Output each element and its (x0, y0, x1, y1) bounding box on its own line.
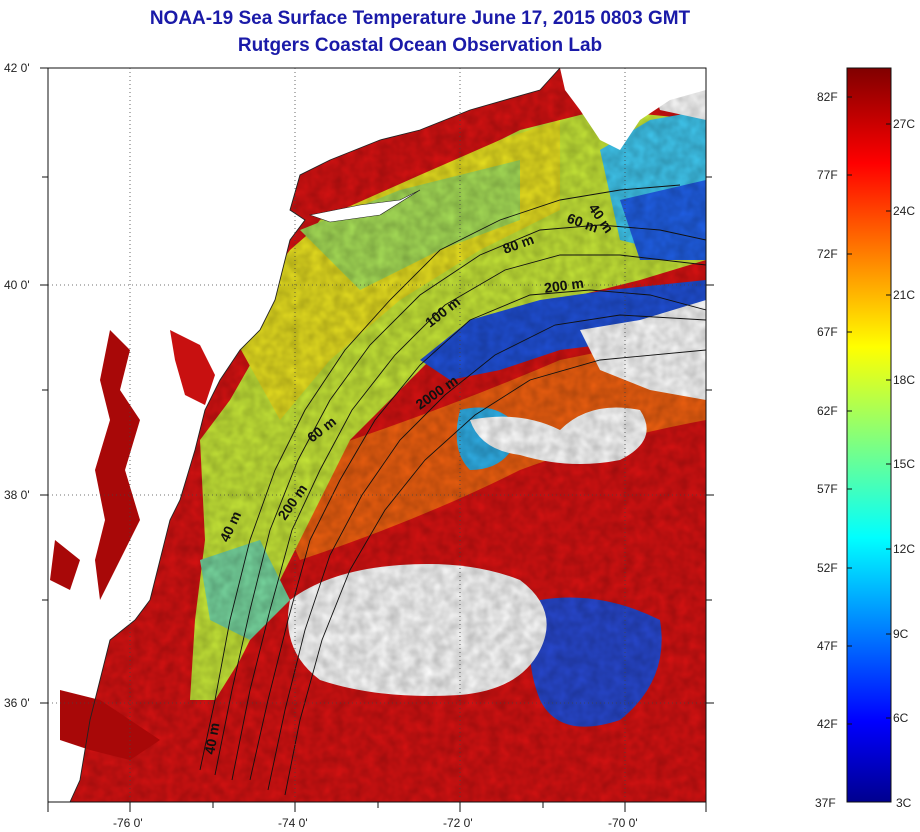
colorbar-f-label: 57F (817, 482, 838, 496)
colorbar-c-label: 12C (893, 542, 916, 556)
colorbar-f-label: 77F (817, 168, 838, 182)
colorbar-c-label: 21C (893, 288, 916, 302)
lon-label: -70 0' (608, 816, 638, 830)
lat-label: 40 0' (4, 278, 30, 292)
colorbar-f-label: 47F (817, 639, 838, 653)
colorbar-f-label: 52F (817, 561, 838, 575)
lat-label: 36 0' (4, 696, 30, 710)
colorbar-c-label: 24C (893, 204, 916, 218)
lon-label: -74 0' (278, 816, 308, 830)
map-frame (40, 67, 714, 812)
colorbar-c-label: 27C (893, 117, 916, 131)
colorbar-c-label: 9C (893, 627, 909, 641)
colorbar-f-label: 67F (817, 325, 838, 339)
colorbar-f-label: 62F (817, 404, 838, 418)
lon-label: -72 0' (443, 816, 473, 830)
colorbar-c-label: 6C (893, 711, 909, 725)
isobath-label: 40 m (201, 721, 222, 755)
map-title: NOAA-19 Sea Surface Temperature June 17,… (149, 8, 691, 29)
lon-label: -76 0' (113, 816, 143, 830)
colorbar-c-label: 18C (893, 373, 916, 387)
colorbar (846, 67, 892, 803)
colorbar-f-label: 82F (817, 90, 838, 104)
lat-label: 42 0' (4, 61, 30, 75)
colorbar-c-label: 3C (896, 796, 912, 810)
colorbar-f-label: 72F (817, 247, 838, 261)
map-subtitle: Rutgers Coastal Ocean Observation Lab (237, 35, 603, 56)
lat-label: 38 0' (4, 488, 30, 502)
colorbar-f-label: 42F (817, 717, 838, 731)
isobath-label: 200 m (543, 275, 585, 296)
colorbar-c-label: 15C (893, 457, 916, 471)
colorbar-f-label: 37F (815, 796, 836, 810)
sst-imagery: 40 m 60 m 80 m 200 m 100 m 2000 m 60 m 2… (48, 68, 706, 802)
